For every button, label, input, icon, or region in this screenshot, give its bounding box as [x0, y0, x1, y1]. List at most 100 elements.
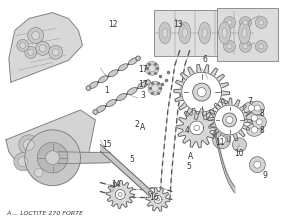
Ellipse shape: [246, 112, 262, 124]
Text: 5: 5: [130, 155, 134, 164]
Circle shape: [52, 49, 59, 56]
Circle shape: [239, 17, 251, 28]
Text: 2: 2: [134, 120, 139, 129]
Circle shape: [193, 83, 211, 101]
Circle shape: [23, 139, 34, 150]
Ellipse shape: [99, 76, 108, 83]
Text: 7: 7: [248, 97, 252, 106]
Circle shape: [156, 198, 160, 201]
Ellipse shape: [127, 88, 137, 95]
Polygon shape: [174, 65, 230, 120]
Circle shape: [259, 44, 264, 49]
Ellipse shape: [238, 22, 250, 44]
Circle shape: [17, 39, 29, 51]
Ellipse shape: [117, 93, 127, 101]
Circle shape: [197, 88, 206, 97]
Text: 12: 12: [108, 19, 118, 29]
Text: 15: 15: [102, 140, 112, 149]
Ellipse shape: [109, 70, 118, 77]
Ellipse shape: [118, 64, 128, 71]
Polygon shape: [190, 121, 204, 135]
Ellipse shape: [182, 28, 187, 38]
Circle shape: [224, 41, 236, 52]
Circle shape: [243, 44, 248, 49]
Polygon shape: [115, 190, 125, 199]
FancyBboxPatch shape: [154, 10, 255, 56]
Circle shape: [39, 45, 46, 52]
Circle shape: [250, 101, 264, 115]
Polygon shape: [146, 188, 170, 211]
Text: A ... LOCTITE 270 FORTE: A ... LOCTITE 270 FORTE: [6, 211, 83, 216]
Ellipse shape: [89, 82, 98, 89]
Circle shape: [25, 46, 37, 58]
Ellipse shape: [222, 28, 227, 38]
Polygon shape: [208, 98, 251, 142]
Ellipse shape: [243, 102, 259, 114]
Circle shape: [252, 115, 266, 129]
Ellipse shape: [202, 28, 207, 38]
Circle shape: [28, 49, 34, 55]
Polygon shape: [106, 181, 134, 208]
Ellipse shape: [246, 123, 262, 136]
Text: 4: 4: [185, 126, 190, 136]
Circle shape: [251, 127, 257, 133]
Polygon shape: [182, 72, 222, 112]
Circle shape: [136, 56, 140, 61]
Text: A: A: [188, 152, 193, 161]
Polygon shape: [214, 105, 244, 135]
Circle shape: [148, 81, 162, 95]
Circle shape: [218, 136, 226, 144]
Polygon shape: [6, 110, 95, 180]
Text: 17: 17: [138, 65, 147, 74]
Text: 17: 17: [138, 80, 147, 89]
Polygon shape: [177, 108, 217, 148]
Ellipse shape: [162, 28, 167, 38]
Text: 11: 11: [215, 138, 225, 146]
Polygon shape: [25, 130, 80, 185]
Circle shape: [249, 157, 265, 173]
Circle shape: [36, 41, 50, 55]
Ellipse shape: [159, 22, 171, 44]
Circle shape: [255, 41, 267, 52]
Circle shape: [194, 125, 200, 131]
Circle shape: [34, 168, 43, 177]
Circle shape: [31, 165, 46, 181]
Circle shape: [14, 153, 32, 171]
Circle shape: [256, 119, 262, 125]
Ellipse shape: [138, 82, 148, 89]
Circle shape: [51, 160, 61, 170]
Circle shape: [33, 148, 52, 168]
Text: 10: 10: [235, 149, 244, 158]
Circle shape: [86, 86, 91, 90]
Text: 6: 6: [203, 55, 208, 64]
Circle shape: [145, 61, 159, 75]
Text: 8: 8: [260, 109, 264, 118]
Text: 13: 13: [173, 19, 183, 29]
Circle shape: [254, 105, 260, 111]
Text: 1: 1: [104, 86, 109, 95]
Text: 8: 8: [260, 126, 264, 136]
Circle shape: [227, 44, 232, 49]
Circle shape: [49, 45, 62, 59]
Circle shape: [255, 17, 267, 28]
Circle shape: [227, 20, 232, 25]
Circle shape: [146, 80, 150, 85]
Circle shape: [46, 151, 60, 165]
Ellipse shape: [128, 58, 138, 65]
Circle shape: [248, 105, 254, 111]
Circle shape: [243, 20, 248, 25]
FancyBboxPatch shape: [217, 8, 278, 61]
Circle shape: [37, 142, 68, 173]
Text: 14: 14: [111, 180, 121, 189]
Circle shape: [46, 156, 64, 174]
Circle shape: [118, 192, 122, 196]
Text: 5: 5: [186, 162, 191, 171]
Text: 16: 16: [150, 193, 159, 202]
Circle shape: [239, 41, 251, 52]
Ellipse shape: [242, 28, 247, 38]
Circle shape: [20, 42, 26, 48]
Text: 9: 9: [262, 171, 267, 180]
Polygon shape: [9, 13, 82, 82]
Ellipse shape: [179, 22, 191, 44]
Ellipse shape: [96, 106, 106, 113]
